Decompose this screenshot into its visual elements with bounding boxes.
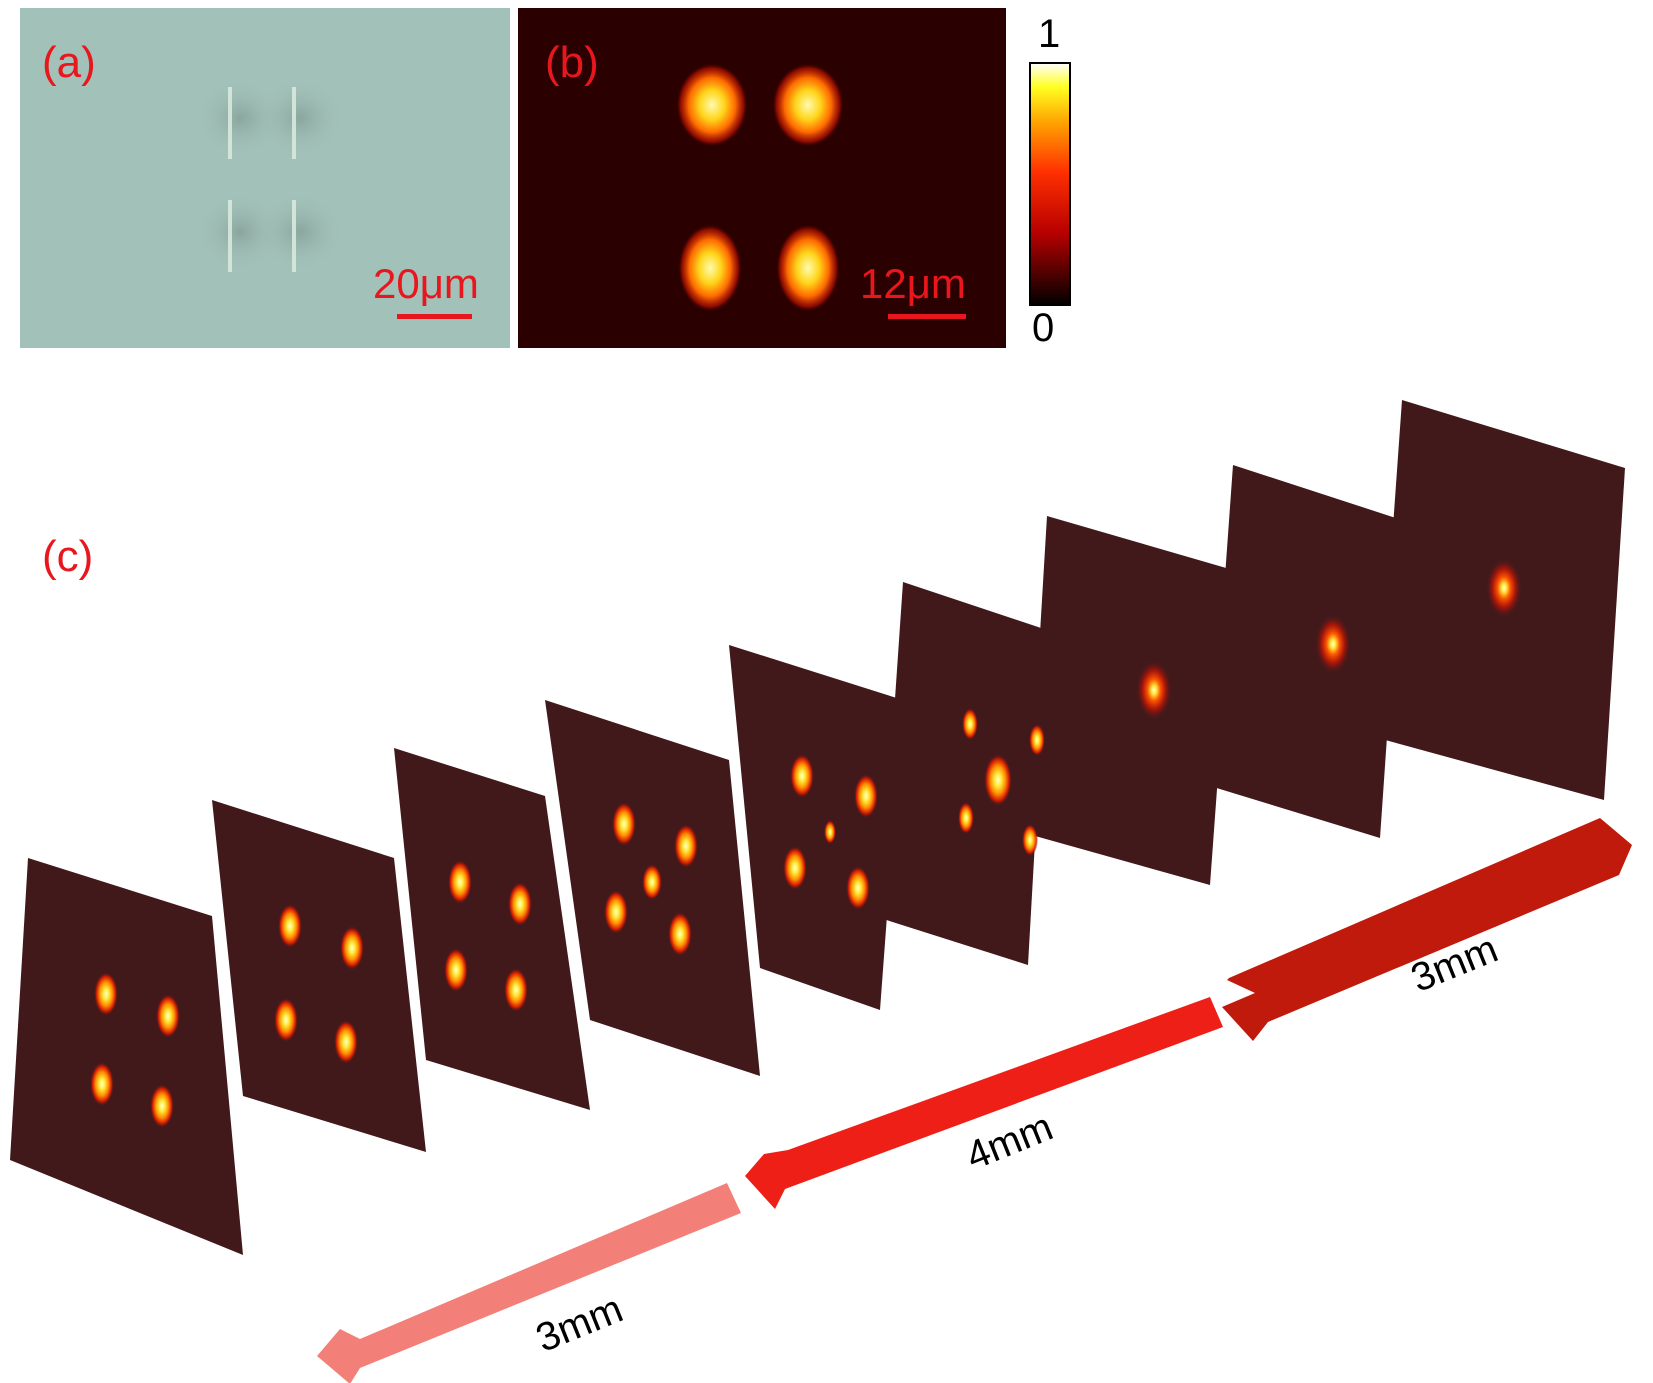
light-spot (984, 754, 1012, 806)
colorbar-min-label: 0 (1032, 306, 1055, 350)
scalebar-a (397, 314, 472, 319)
scalebar-b (888, 314, 966, 319)
scalebar-label-a: 20μm (373, 260, 479, 307)
propagation-frame (1210, 465, 1402, 838)
panel-label-b: (b) (545, 38, 599, 87)
scalebar-label-b: 12μm (860, 260, 966, 307)
propagation-frame (10, 858, 243, 1255)
panel-b-intensity-image (518, 8, 1006, 348)
light-spot (846, 866, 870, 910)
light-spot (783, 846, 807, 890)
light-spot (94, 972, 118, 1016)
light-spot (278, 904, 302, 948)
light-spot (790, 754, 814, 798)
light-spot (642, 864, 662, 900)
light-spot (156, 994, 180, 1038)
light-spot (1029, 724, 1045, 756)
light-spot (1136, 660, 1172, 720)
panel-a-microscope-image (20, 8, 510, 348)
light-spot (604, 890, 628, 934)
light-spot (1486, 558, 1522, 618)
light-spot (958, 802, 974, 834)
colorbar-max-label: 1 (1038, 12, 1061, 56)
light-spot (150, 1084, 174, 1128)
panel-label-c: (c) (42, 532, 94, 581)
light-spot (962, 708, 978, 740)
colorbar (1029, 62, 1071, 306)
light-spot (448, 860, 472, 904)
light-spot (612, 802, 636, 846)
light-spot (668, 912, 692, 956)
light-spot (274, 998, 298, 1042)
propagation-frame (1028, 516, 1233, 885)
light-spot (674, 824, 698, 868)
light-spot (1022, 824, 1038, 856)
arrow-4mm (745, 997, 1223, 1209)
propagation-frame (729, 645, 903, 1010)
propagation-frames (10, 400, 1625, 1255)
arrow-3mm-bottom (317, 1183, 741, 1383)
panel-label-a: (a) (42, 38, 96, 87)
light-spot (334, 1020, 358, 1064)
arrow-3mm-top (1222, 818, 1632, 1041)
propagation-frame (394, 748, 590, 1110)
light-spot (340, 926, 364, 970)
propagation-frame (212, 800, 426, 1152)
propagation-frame (880, 582, 1047, 965)
light-spot (508, 882, 532, 926)
light-spot (1315, 614, 1351, 674)
light-spot (444, 948, 468, 992)
light-spot (90, 1062, 114, 1106)
light-spot (854, 774, 878, 818)
light-spot (504, 968, 528, 1012)
light-spot (824, 820, 836, 844)
